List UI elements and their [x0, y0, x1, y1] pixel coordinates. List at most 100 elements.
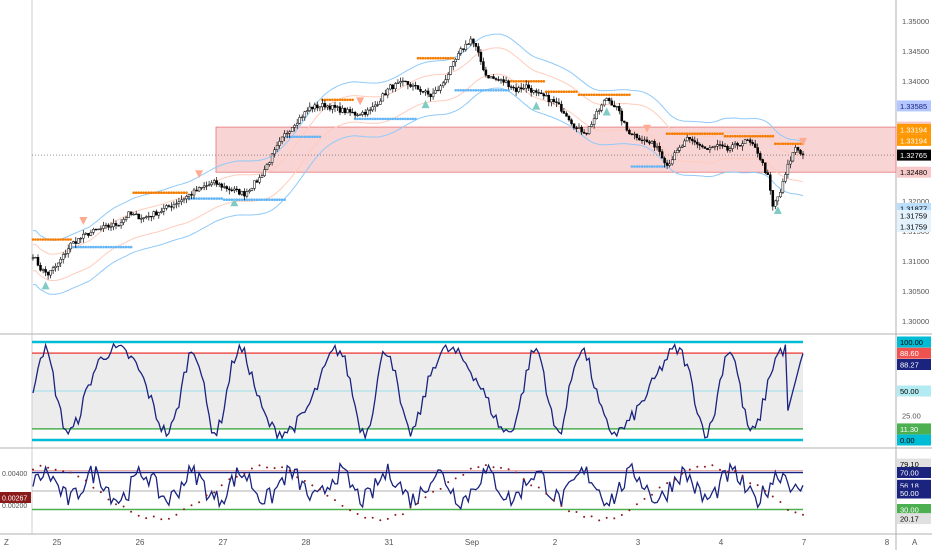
candle-body[interactable]: [233, 188, 236, 191]
candle-body[interactable]: [409, 84, 412, 87]
price-badge-label[interactable]: 1.32765: [900, 151, 927, 160]
candle-body[interactable]: [288, 131, 291, 134]
candle-body[interactable]: [165, 205, 168, 209]
osc2-badge-label[interactable]: 30.00: [900, 506, 919, 515]
candle-body[interactable]: [238, 189, 241, 195]
osc1-badge-label[interactable]: 11.30: [900, 425, 918, 434]
candle-body[interactable]: [41, 269, 45, 271]
candle-body[interactable]: [162, 208, 166, 212]
candle-body[interactable]: [356, 114, 359, 117]
price-axis[interactable]: 1.350001.345001.340001.320001.315001.310…: [897, 17, 931, 326]
price-badge[interactable]: 1.32765: [897, 149, 931, 161]
candle-body[interactable]: [114, 223, 118, 226]
candle-body[interactable]: [716, 144, 719, 147]
candle-body[interactable]: [701, 145, 704, 148]
candle-body[interactable]: [446, 74, 450, 80]
time-tick-label[interactable]: 8: [885, 538, 890, 547]
candle-body[interactable]: [167, 205, 171, 207]
candle-body[interactable]: [205, 185, 208, 187]
candle-body[interactable]: [376, 104, 379, 106]
candle-body[interactable]: [638, 137, 641, 141]
candle-body[interactable]: [431, 92, 435, 98]
candle-body[interactable]: [484, 69, 488, 76]
candle-body[interactable]: [726, 146, 729, 151]
candle-body[interactable]: [316, 104, 319, 109]
candle-body[interactable]: [487, 75, 490, 79]
candle-body[interactable]: [799, 149, 802, 155]
candle-body[interactable]: [258, 177, 261, 183]
candle-body[interactable]: [635, 133, 639, 139]
candle-body[interactable]: [650, 141, 654, 144]
candle-body[interactable]: [698, 143, 702, 146]
candle-body[interactable]: [751, 142, 754, 145]
candle-body[interactable]: [399, 81, 402, 84]
candle-body[interactable]: [706, 148, 709, 150]
candle-body[interactable]: [459, 48, 463, 54]
candle-body[interactable]: [779, 192, 782, 198]
candle-body[interactable]: [293, 125, 296, 128]
candle-body[interactable]: [56, 262, 60, 267]
candle-body[interactable]: [366, 109, 369, 115]
candle-body[interactable]: [285, 132, 289, 135]
candle-body[interactable]: [230, 189, 234, 191]
candle-body[interactable]: [79, 237, 83, 240]
candle-body[interactable]: [353, 112, 357, 116]
osc2-badge[interactable]: 30.00: [897, 504, 931, 515]
price-badge-label[interactable]: 1.33194: [900, 125, 927, 134]
candle-body[interactable]: [273, 149, 276, 155]
candle-body[interactable]: [280, 136, 284, 142]
candle-body[interactable]: [665, 162, 669, 166]
candle-body[interactable]: [441, 82, 445, 87]
candle-body[interactable]: [527, 84, 530, 89]
candle-body[interactable]: [298, 117, 301, 124]
candle-body[interactable]: [112, 223, 115, 228]
candle-body[interactable]: [54, 266, 57, 268]
candle-body[interactable]: [605, 98, 608, 101]
candle-body[interactable]: [61, 254, 65, 260]
candle-body[interactable]: [394, 83, 397, 90]
candle-body[interactable]: [449, 66, 452, 75]
candle-body[interactable]: [535, 90, 538, 93]
candle-body[interactable]: [607, 98, 611, 102]
candle-body[interactable]: [160, 211, 163, 213]
candle-body[interactable]: [132, 213, 135, 216]
price-badge[interactable]: 1.31759: [897, 210, 931, 221]
price-tick-label[interactable]: 1.35000: [902, 17, 929, 26]
candle-body[interactable]: [255, 180, 259, 183]
candle-body[interactable]: [728, 148, 732, 151]
candle-body[interactable]: [723, 145, 727, 148]
candle-body[interactable]: [74, 241, 78, 244]
candle-body[interactable]: [602, 100, 606, 106]
candle-body[interactable]: [278, 141, 281, 146]
candle-body[interactable]: [265, 164, 269, 170]
candle-body[interactable]: [72, 241, 75, 244]
candle-body[interactable]: [172, 204, 176, 208]
candle-body[interactable]: [170, 206, 173, 208]
candle-body[interactable]: [691, 138, 694, 142]
candle-body[interactable]: [668, 163, 671, 166]
candle-body[interactable]: [451, 61, 455, 67]
candle-body[interactable]: [743, 139, 747, 144]
candle-body[interactable]: [675, 150, 679, 154]
candle-body[interactable]: [200, 187, 203, 189]
candle-body[interactable]: [648, 141, 651, 144]
osc1-badge-label[interactable]: 88.27: [900, 361, 919, 370]
osc2-badge[interactable]: 50.00: [897, 487, 931, 499]
candle-body[interactable]: [333, 104, 337, 108]
candle-body[interactable]: [789, 160, 792, 165]
candle-body[interactable]: [670, 159, 674, 165]
candle-body[interactable]: [721, 144, 724, 147]
candle-body[interactable]: [555, 101, 558, 103]
candle-body[interactable]: [99, 228, 103, 230]
candle-body[interactable]: [303, 111, 307, 118]
candle-body[interactable]: [197, 187, 201, 192]
candle-body[interactable]: [424, 90, 427, 93]
candle-body[interactable]: [122, 219, 125, 223]
osc1-badge[interactable]: 0.00: [897, 434, 931, 446]
candle-body[interactable]: [524, 84, 528, 89]
candle-body[interactable]: [104, 224, 108, 227]
price-badge-label[interactable]: 1.32480: [900, 168, 927, 177]
candle-body[interactable]: [263, 169, 266, 176]
candle-body[interactable]: [87, 233, 90, 236]
candle-body[interactable]: [225, 186, 229, 190]
